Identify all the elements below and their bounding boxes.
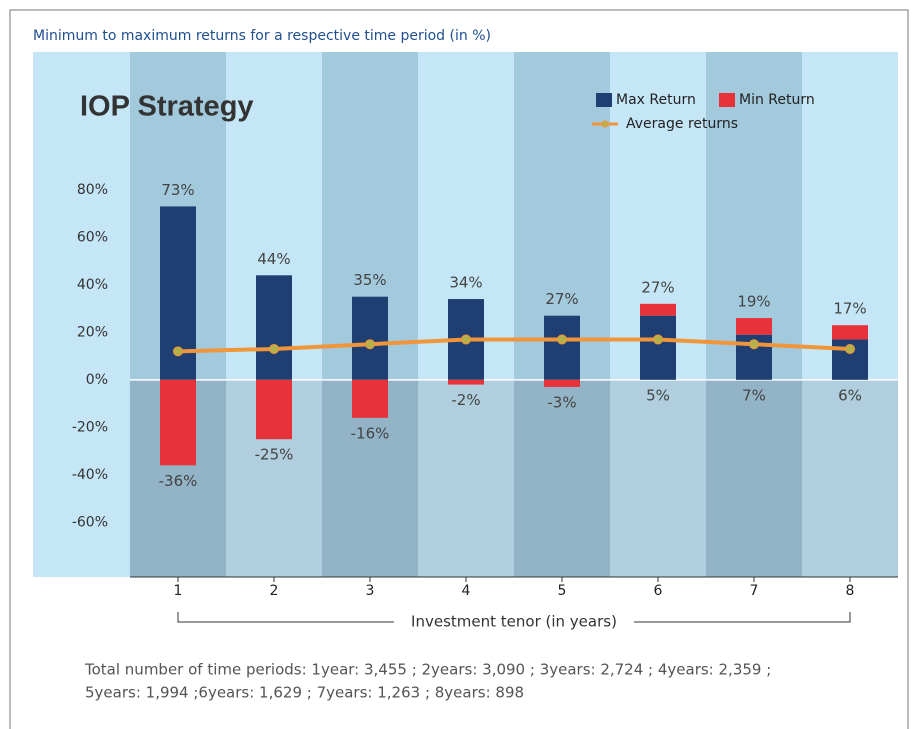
data-label: 34% [449, 274, 482, 292]
average-marker [653, 334, 663, 345]
data-label: 73% [161, 181, 194, 199]
legend-label: Min Return [739, 92, 815, 108]
average-marker [173, 346, 183, 357]
bar [448, 379, 484, 385]
average-marker [461, 334, 471, 345]
average-marker [365, 339, 375, 350]
data-label: -36% [159, 472, 198, 490]
data-label: 5% [646, 386, 670, 404]
data-label: 27% [545, 290, 578, 308]
data-label: -16% [351, 424, 390, 442]
bar [736, 318, 772, 335]
chart-subtitle: IOP Strategy [80, 91, 254, 123]
average-marker [749, 339, 759, 350]
x-tick-label: 5 [558, 583, 567, 599]
bar [544, 379, 580, 387]
y-tick-label: 40% [77, 277, 108, 293]
y-tick-label: -20% [72, 419, 108, 435]
x-tick-label: 6 [654, 583, 663, 599]
bar [160, 379, 196, 466]
frame [9, 9, 909, 729]
footnote: Total number of time periods: 1year: 3,4… [84, 661, 771, 679]
y-tick-label: 60% [77, 229, 108, 245]
bar [544, 315, 580, 380]
x-axis-label: Investment tenor (in years) [411, 613, 617, 631]
data-label: -3% [547, 393, 576, 411]
legend-label: Average returns [626, 116, 738, 132]
average-marker [557, 334, 567, 345]
footnote: 5years: 1,994 ;6years: 1,629 ; 7years: 1… [85, 684, 524, 702]
average-marker [845, 343, 855, 354]
bar [640, 303, 676, 316]
data-label: 17% [833, 300, 866, 318]
bar [352, 379, 388, 418]
bar [256, 379, 292, 440]
bar [640, 315, 676, 380]
x-tick-label: 4 [462, 583, 471, 599]
data-label: -25% [255, 446, 294, 464]
x-tick-label: 3 [366, 583, 375, 599]
x-tick-label: 1 [174, 583, 183, 599]
y-tick-label: 80% [77, 182, 108, 198]
legend-label: Max Return [616, 92, 696, 108]
x-tick-label: 2 [270, 583, 279, 599]
y-tick-label: -60% [72, 514, 108, 530]
average-line [177, 337, 851, 354]
bar [832, 325, 868, 340]
data-label: 35% [353, 271, 386, 289]
data-label: 27% [641, 278, 674, 296]
data-label: 6% [838, 386, 862, 404]
data-label: -2% [451, 391, 480, 409]
stripe [706, 52, 802, 577]
legend-swatch [601, 120, 609, 128]
x-tick-label: 7 [750, 583, 759, 599]
chart-title: Minimum to maximum returns for a respect… [33, 28, 491, 44]
data-label: 19% [737, 293, 770, 311]
legend-swatch [596, 93, 612, 107]
negative-shade [130, 379, 898, 577]
x-tick-label: 8 [846, 583, 855, 599]
bracket [177, 612, 851, 623]
bar [256, 275, 292, 380]
data-label: 44% [257, 250, 290, 268]
y-tick-label: -40% [72, 467, 108, 483]
y-tick-label: 20% [77, 324, 108, 340]
legend-swatch [719, 93, 735, 107]
stripe [514, 52, 610, 577]
bar [352, 296, 388, 380]
data-label: 7% [742, 386, 766, 404]
y-tick-label: 0% [86, 372, 108, 388]
average-marker [269, 343, 279, 354]
